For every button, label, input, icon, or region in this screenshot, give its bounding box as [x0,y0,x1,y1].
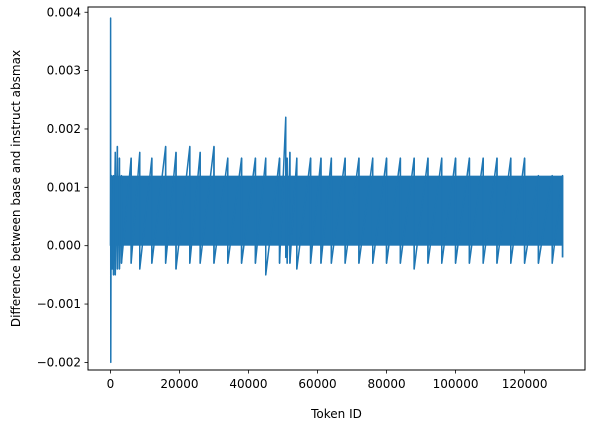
x-tick-label: 100000 [433,377,479,391]
x-tick-label: 60000 [298,377,336,391]
x-axis: 0 20000 40000 60000 80000 100000 120000 [107,370,548,391]
x-tick-label: 80000 [367,377,405,391]
y-axis: −0.002 −0.001 0.000 0.001 0.002 0.003 0.004 [37,5,88,369]
plot-frame [87,6,586,371]
x-tick-label: 0 [107,377,115,391]
series-layer [109,17,564,364]
y-tick-label: −0.002 [37,355,81,369]
y-tick-label: 0.004 [47,5,81,19]
y-axis-label: Difference between base and instruct abs… [9,50,23,327]
y-tick-label: 0.002 [47,122,81,136]
y-tick-label: 0.001 [47,180,81,194]
x-tick-label: 120000 [502,377,548,391]
y-tick-label: 0.003 [47,64,81,78]
x-tick-label: 40000 [229,377,267,391]
y-tick-label: −0.001 [37,297,81,311]
x-tick-label: 20000 [160,377,198,391]
series-band [111,175,563,246]
y-tick-label: 0.000 [47,239,81,253]
x-axis-label: Token ID [310,407,362,421]
